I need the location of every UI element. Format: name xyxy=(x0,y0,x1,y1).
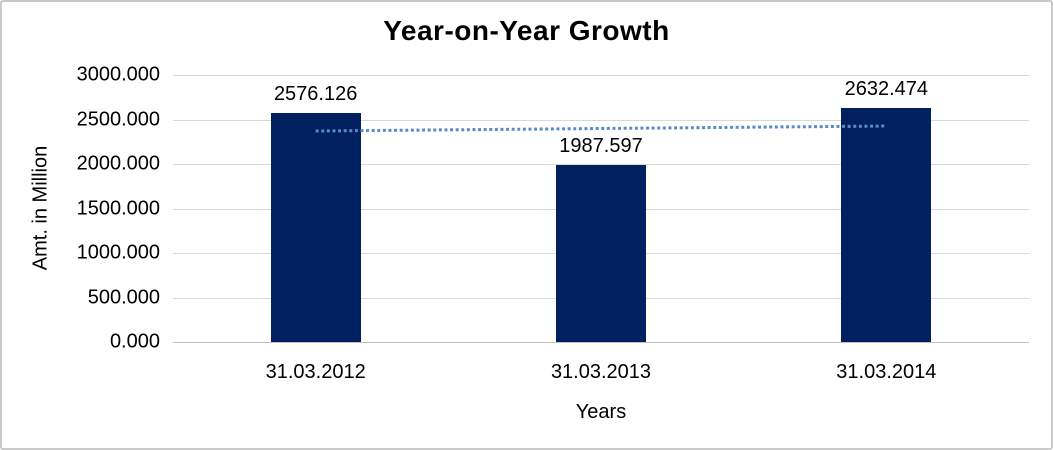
gridline xyxy=(173,164,1029,165)
y-axis-tick-label: 0.000 xyxy=(109,330,160,353)
y-axis-tick-label: 500.000 xyxy=(87,286,160,308)
chart-title: Year-on-Year Growth xyxy=(383,15,670,46)
bar-value-label: 1987.597 xyxy=(559,135,643,158)
gridline xyxy=(173,75,1029,76)
y-axis-tick-label: 3000.000 xyxy=(76,63,160,86)
y-axis-tick-label: 2000.000 xyxy=(76,152,160,175)
y-axis-tick-label: 2500.000 xyxy=(76,108,160,130)
bar xyxy=(841,107,932,342)
y-axis-tick-label: 1000.000 xyxy=(76,241,160,264)
bar-value-label: 2632.474 xyxy=(844,77,929,100)
trendline-segment xyxy=(315,124,887,133)
x-axis-tick-label: 31.03.2014 xyxy=(836,361,937,383)
gridline xyxy=(173,119,1029,121)
y-axis-tick-label: 1500.000 xyxy=(76,197,160,219)
bar xyxy=(556,165,646,342)
bar-value-label: 2576.126 xyxy=(273,82,358,105)
gridline xyxy=(173,342,1029,343)
x-axis-title: Years xyxy=(575,401,627,423)
x-axis-tick-label: 31.03.2013 xyxy=(550,361,652,383)
x-axis-tick-label: 31.03.2012 xyxy=(265,361,366,383)
bar xyxy=(270,112,361,342)
plot-area: 3000.000 2500.000 2000.000 1500.000 1000.000… xyxy=(77,64,1029,383)
